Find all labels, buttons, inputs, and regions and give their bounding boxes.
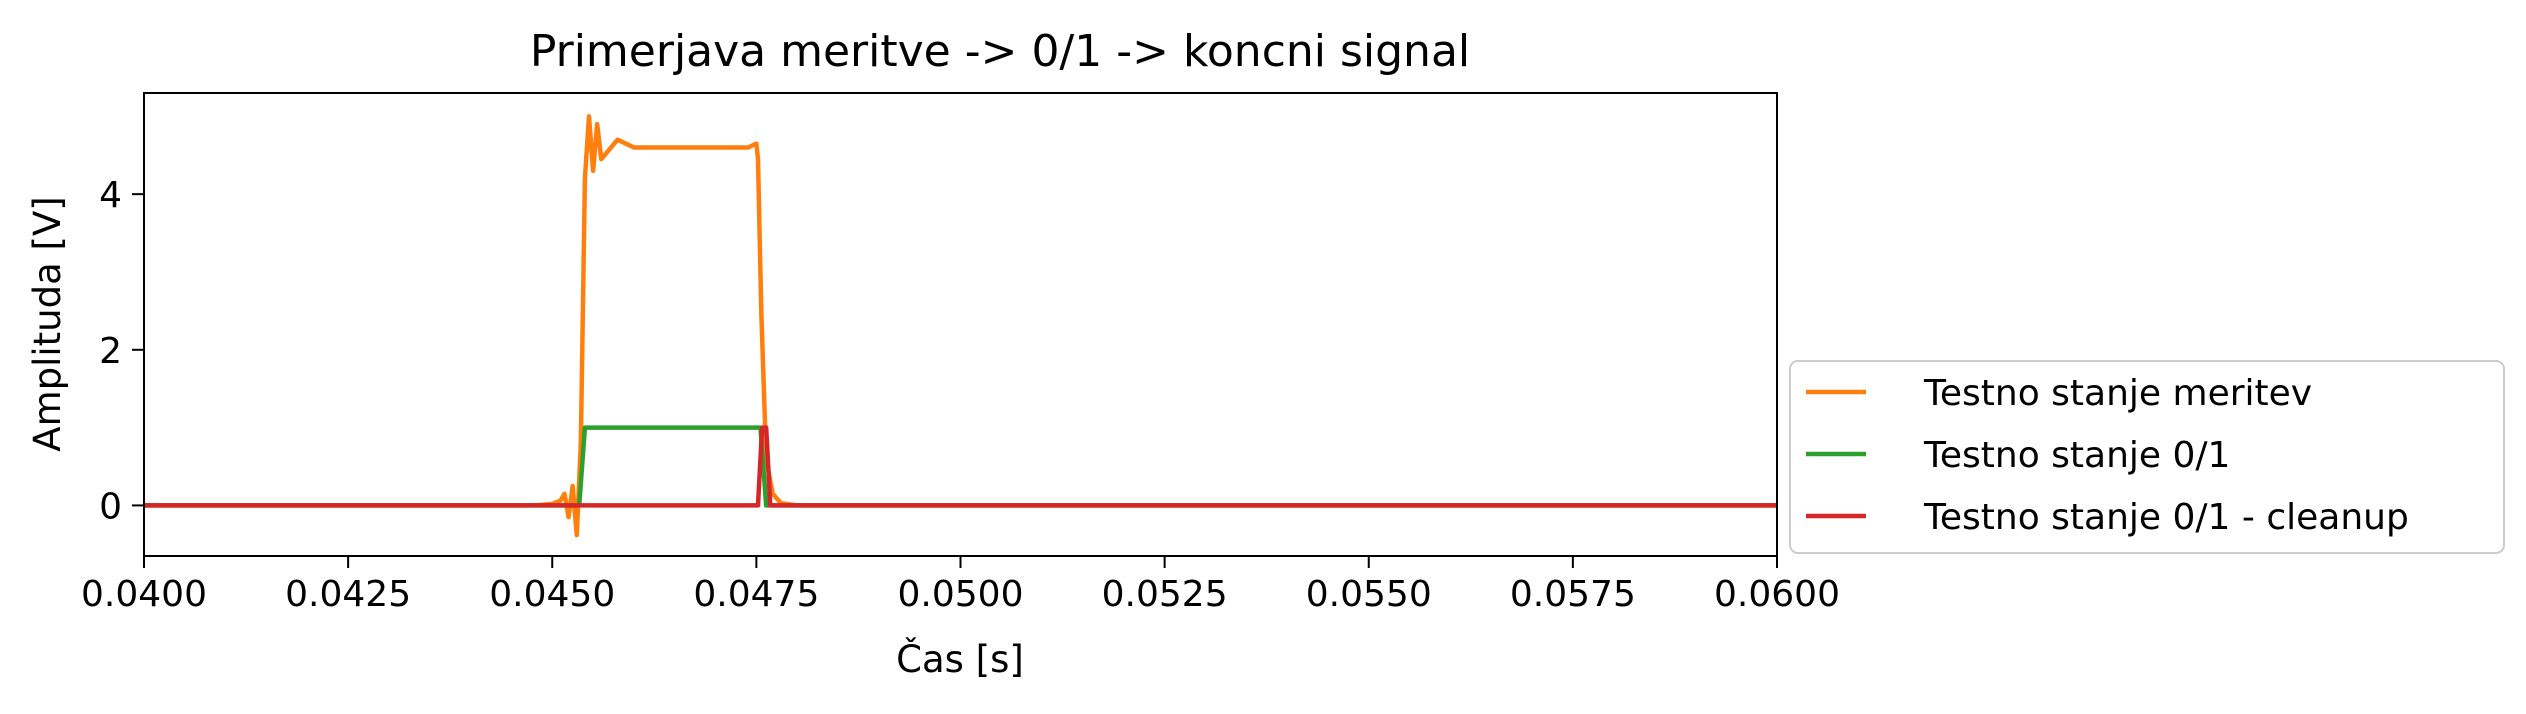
x-tick-label: 0.0600	[1714, 574, 1840, 615]
x-tick-label: 0.0500	[898, 574, 1024, 615]
series-line-3	[144, 425, 1777, 508]
legend-label-1: Testno stanje meritev	[1923, 373, 2312, 414]
legend-label-3: Testno stanje 0/1 - cleanup	[1923, 497, 2409, 538]
x-tick-label: 0.0425	[285, 574, 411, 615]
x-axis-title: Čas [s]	[896, 637, 1024, 681]
y-tick-label: 4	[99, 175, 122, 216]
legend-box	[1789, 360, 2505, 554]
legend: Testno stanje meritev Testno stanje 0/1 Te…	[1789, 360, 2505, 554]
x-tick-label: 0.0550	[1306, 574, 1432, 615]
y-tick-label: 0	[99, 486, 122, 527]
x-tick-label: 0.0475	[693, 574, 819, 615]
series-layer	[144, 114, 1777, 538]
x-tick-label: 0.0450	[489, 574, 615, 615]
y-tick-label: 2	[99, 331, 122, 372]
y-axis-title: Amplituda [V]	[26, 196, 69, 451]
chart-title: Primerjava meritve -> 0/1 -> koncni sign…	[530, 26, 1470, 77]
x-tick-label: 0.0400	[81, 574, 207, 615]
x-axis: 0.0400 0.0425 0.0450 0.0475 0.0500 0.0525 0.05…	[81, 556, 1840, 615]
x-tick-label: 0.0575	[1510, 574, 1636, 615]
series-line-1	[144, 114, 1777, 538]
legend-label-2: Testno stanje 0/1	[1923, 435, 2230, 476]
y-axis: 0 2 4	[99, 175, 144, 527]
x-tick-label: 0.0525	[1102, 574, 1228, 615]
